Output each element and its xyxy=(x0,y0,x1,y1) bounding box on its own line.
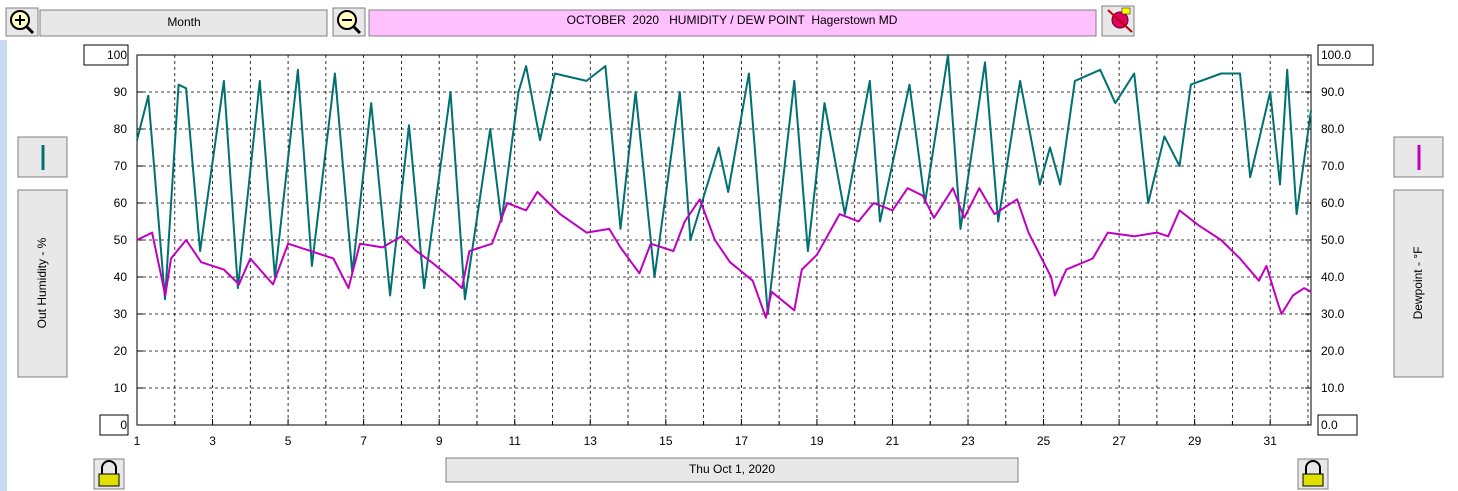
settings-button[interactable] xyxy=(1101,5,1135,37)
y2-tick-label: 60.0 xyxy=(1321,196,1345,210)
period-label: Month xyxy=(167,15,200,29)
humidity-legend-button[interactable] xyxy=(17,136,68,178)
y-tick-label: 100 xyxy=(107,48,127,62)
x-tick-label: 19 xyxy=(810,434,824,448)
y-tick-label: 10 xyxy=(114,381,128,395)
series-line xyxy=(136,54,1312,315)
x-tick-label: 5 xyxy=(285,434,292,448)
y2-tick-label: 90.0 xyxy=(1321,85,1345,99)
y2-tick-box xyxy=(1317,414,1358,436)
x-tick-label: 23 xyxy=(961,434,975,448)
window-edge xyxy=(0,40,7,491)
y-tick-label: 0 xyxy=(120,418,127,432)
y2-tick-label: 70.0 xyxy=(1321,159,1345,173)
zoom-out-button[interactable] xyxy=(332,7,366,37)
plot: 0 10 20 30 40 50 60 70 80 90 100 0.0 10.0 20.0 30.0 40.… xyxy=(83,44,1374,448)
y-tick-box xyxy=(83,44,129,66)
y2-tick-label: 0.0 xyxy=(1321,418,1338,432)
x-tick-label: 29 xyxy=(1188,434,1202,448)
y2-tick-label: 10.0 xyxy=(1321,381,1345,395)
x-tick-label: 7 xyxy=(360,434,367,448)
y2-tick-box xyxy=(1317,44,1374,66)
lock-right[interactable] xyxy=(1297,458,1329,490)
y-tick-label: 80 xyxy=(114,122,128,136)
date-label: Thu Oct 1, 2020 xyxy=(689,462,775,476)
title-box xyxy=(368,9,1097,37)
y2-tick-label: 20.0 xyxy=(1321,344,1345,358)
y2-tick-label: 80.0 xyxy=(1321,122,1345,136)
legend-label: Out Humidity - % xyxy=(35,237,49,328)
dewpoint-legend-button[interactable] xyxy=(1393,136,1444,178)
x-tick-label: 31 xyxy=(1264,434,1278,448)
y-tick-label: 60 xyxy=(114,196,128,210)
y2-tick-label: 50.0 xyxy=(1321,233,1345,247)
y-tick-label: 50 xyxy=(114,233,128,247)
x-tick-label: 1 xyxy=(134,434,141,448)
y2-tick-label: 100.0 xyxy=(1321,48,1351,62)
zoom-in-button[interactable] xyxy=(5,7,39,37)
x-tick-label: 9 xyxy=(436,434,443,448)
x-tick-label: 25 xyxy=(1037,434,1051,448)
x-tick-label: 11 xyxy=(509,434,522,448)
lock-left[interactable] xyxy=(93,458,125,490)
dewpoint-axis-button[interactable]: Dewpoint - °F xyxy=(1393,189,1444,378)
y-tick-label: 70 xyxy=(114,159,128,173)
x-tick-label: 13 xyxy=(584,434,598,448)
y-tick-box xyxy=(99,414,129,436)
chart-title: OCTOBER 2020 HUMIDITY / DEW POINT Hagers… xyxy=(567,13,898,27)
x-tick-label: 27 xyxy=(1112,434,1126,448)
y2-tick-label: 40.0 xyxy=(1321,270,1345,284)
y-tick-label: 30 xyxy=(114,307,128,321)
series-line xyxy=(136,187,1312,319)
humidity-axis-button[interactable]: Out Humidity - % xyxy=(17,189,68,378)
date-button[interactable]: Thu Oct 1, 2020 xyxy=(445,457,1019,483)
x-tick-label: 3 xyxy=(209,434,216,448)
y2-tick-label: 30.0 xyxy=(1321,307,1345,321)
legend-label: Dewpoint - °F xyxy=(1411,247,1425,320)
x-tick-label: 21 xyxy=(886,434,900,448)
x-tick-label: 15 xyxy=(659,434,673,448)
y-tick-label: 90 xyxy=(114,85,128,99)
period-button[interactable]: Month xyxy=(39,9,328,37)
x-tick-label: 17 xyxy=(735,434,749,448)
y-tick-label: 20 xyxy=(114,344,128,358)
y-tick-label: 40 xyxy=(114,270,128,284)
